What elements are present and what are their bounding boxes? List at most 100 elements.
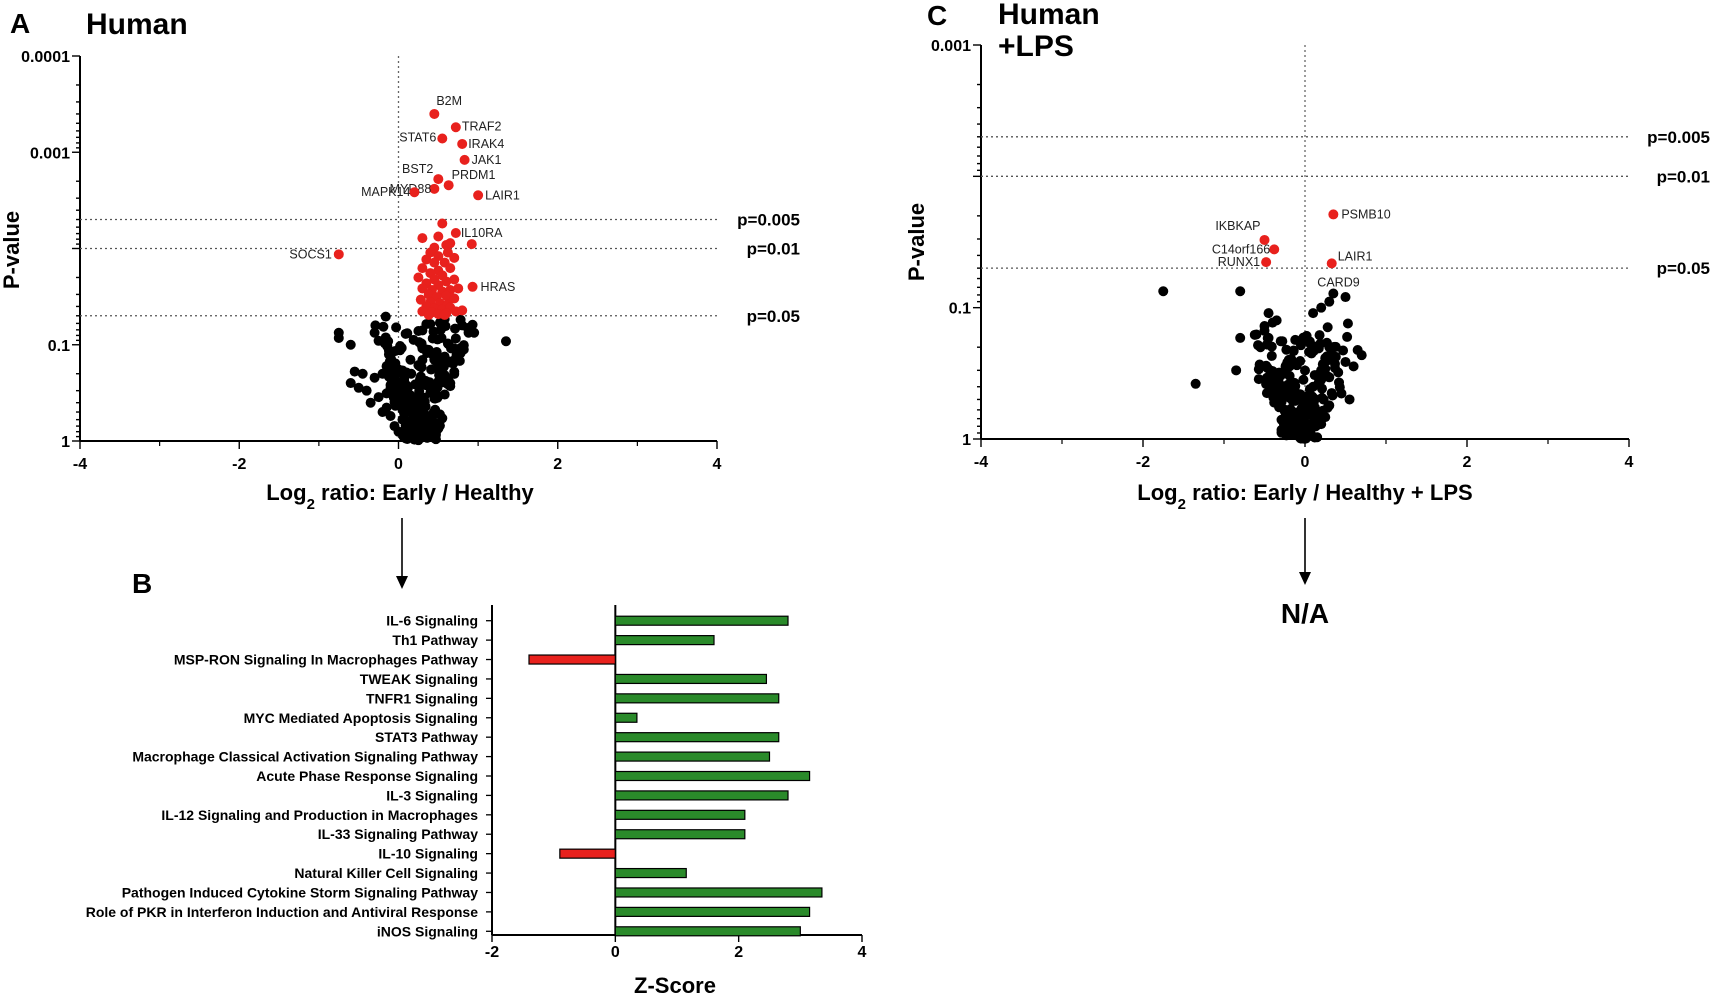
panel-c: C Human +LPS P-value Log2 ratio: Early /… [904,0,1710,629]
panel-a-point-nonsignificant [415,432,426,443]
panel-c-gene-label: LAIR1 [1338,249,1373,263]
panel-c-point-nonsignificant [1317,383,1328,394]
panel-a-point-nonsignificant [450,323,461,334]
panel-b-bar [614,867,687,879]
panel-a-point-socs1 [333,249,344,260]
panel-a-point-irak4 [457,138,468,149]
panel-a-point-nonsignificant [414,411,425,422]
panel-c-threshold-label: p=0.01 [1657,167,1710,186]
panel-a-point-nonsignificant [373,392,384,403]
panel-a-point-nonsignificant [418,392,429,403]
panel-c-point-nonsignificant [1312,369,1323,380]
panel-a-point-nonsignificant [430,390,441,401]
panel-c-point-nonsignificant [1282,357,1293,368]
panel-b-category-label: IL-33 Signaling Pathway [318,826,478,842]
panel-c-gene-label: IKBKAP [1215,219,1260,233]
panel-b-category-label: Natural Killer Cell Signaling [294,865,478,881]
panel-c-point-nonsignificant [1158,286,1169,297]
panel-b-bar [614,693,780,704]
panel-a-point-significant [413,272,424,283]
panel-a-point-nonsignificant [467,319,478,330]
panel-a-point-nonsignificant [438,356,449,367]
panel-a-point-jak1 [459,154,470,165]
panel-a-gene-label: STAT6 [399,131,436,145]
panel-a-point-nonsignificant [455,348,466,359]
panel-c-point-nonsignificant [1329,358,1340,369]
panel-c-point-nonsignificant [1298,374,1309,385]
panel-a-point-nonsignificant [397,402,408,413]
panel-c-point-nonsignificant [1352,344,1363,355]
panel-a-point-significant [449,274,460,285]
panel-c-point-nonsignificant [1296,404,1307,415]
panel-a-point-nonsignificant [417,325,428,336]
panel-a-point-significant [449,293,460,304]
panel-c-point-nonsignificant [1308,411,1319,422]
panel-b-x-tick-label: -2 [485,944,499,961]
panel-a-point-lair1 [473,190,484,201]
panel-a-point-nonsignificant [361,385,372,396]
panel-a-point-nonsignificant [434,409,445,420]
panel-a-point-nonsignificant [365,397,376,408]
panel-a-point-significant [449,252,460,263]
panel-c-point-nonsignificant [1308,400,1319,411]
panel-b-category-label: Macrophage Classical Activation Signalin… [132,749,478,765]
panel-a-point-nonsignificant [416,340,427,351]
panel-c-point-nonsignificant [1296,336,1307,347]
panel-b-bar [559,848,616,859]
panel-a-point-significant [445,263,456,274]
panel-a-gene-label: MAPK14 [361,185,410,199]
panel-c-point-nonsignificant [1338,345,1349,356]
panel-a-y-tick-label: 1 [61,434,70,451]
panel-b-category-label: STAT3 Pathway [375,729,478,745]
panel-a-gene-label: LAIR1 [485,188,520,202]
panel-a-point-nonsignificant [399,412,410,423]
panel-b-category-label: MSP-RON Signaling In Macrophages Pathway [174,652,478,668]
panel-b-x-tick-label: 2 [734,944,743,961]
panel-b-bar [614,712,638,723]
panel-a-point-nonsignificant [438,377,449,388]
panel-b-plot-area: -2 0 2 4 IL-6 Signaling Th1 Pathway MSP-RON Si… [86,605,867,961]
panel-b-category-label: iNOS Signaling [377,923,478,939]
panel-c-point-nonsignificant [1231,365,1242,376]
panel-c-point-nonsignificant [1284,392,1295,403]
panel-c-point-psmb10 [1328,209,1339,220]
panel-a-point-nonsignificant [369,327,380,338]
panel-c-gene-label: RUNX1 [1218,255,1260,269]
panel-b-bar [614,751,771,762]
panel-a-point-nonsignificant [385,411,396,422]
panel-a-gene-label: HRAS [481,280,516,294]
panel-b-x-tick-label: 0 [611,944,620,961]
panel-c-point-nonsignificant [1277,336,1288,347]
panel-c-point-nonsignificant [1317,405,1328,416]
panel-a-gene-label: IL10RA [461,226,503,240]
panel-c-point-nonsignificant [1327,390,1338,401]
panel-b-bar [614,770,811,782]
panel-c-point-nonsignificant [1269,397,1280,408]
panel-c-point-nonsignificant [1285,382,1296,393]
panel-a-point-nonsignificant [410,379,421,390]
panel-c-point-nonsignificant [1263,308,1274,319]
panel-a-point-significant [439,309,450,320]
panel-c-point-nonsignificant [1235,286,1246,297]
panel-c-y-tick-label: 1 [962,432,971,449]
panel-c-x-tick-label: 0 [1301,454,1310,471]
panel-a-point-significant [437,218,448,229]
panel-c-point-lair1 [1326,258,1337,269]
panel-a-point-prdm1 [443,180,454,191]
panel-b: B Z-Score -2 0 2 4 IL-6 Signaling Th1 Pathway… [86,568,867,997]
panel-a-point-nonsignificant [408,334,419,345]
panel-a-point-significant [453,283,464,294]
panel-a-point-nonsignificant [388,392,399,403]
panel-a-title: Human [86,8,188,41]
panel-a-gene-label: JAK1 [472,153,502,167]
panel-c-point-nonsignificant [1307,391,1318,402]
na-label: N/A [1281,598,1329,629]
panel-b-bar [614,673,768,685]
panel-c-point-nonsignificant [1340,292,1351,303]
panel-a-point-nonsignificant [377,407,388,418]
panel-a-point-nonsignificant [345,378,356,389]
panel-c-point-nonsignificant [1190,378,1201,389]
panel-c-point-nonsignificant [1308,308,1319,319]
panel-c-point-nonsignificant [1317,392,1328,403]
panel-b-category-label: Acute Phase Response Signaling [256,768,478,784]
